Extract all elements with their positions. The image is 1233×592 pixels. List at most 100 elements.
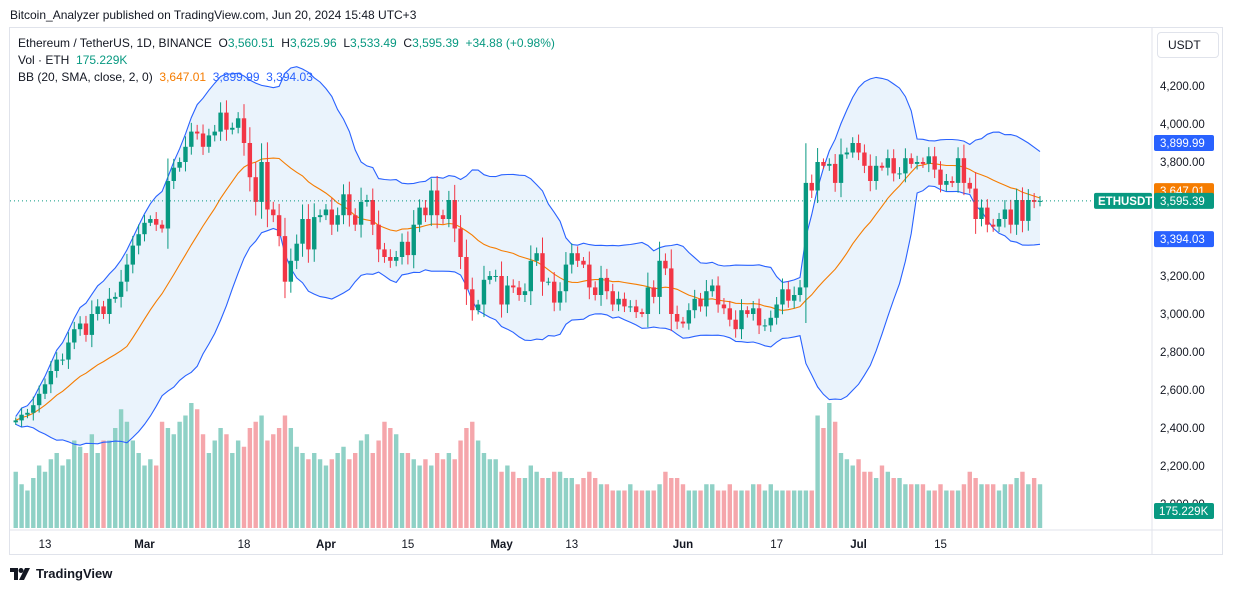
volume-bar: [505, 465, 510, 528]
x-tick-label: Jul: [850, 539, 867, 551]
legend-change: +34.88 (+0.98%): [465, 36, 555, 50]
volume-bar: [19, 484, 24, 528]
bollinger-basis-line: [15, 157, 1041, 421]
candle-body: [323, 209, 329, 216]
tradingview-footer[interactable]: TradingView: [10, 566, 112, 581]
volume-bar: [77, 446, 83, 528]
volume-bar: [481, 453, 487, 528]
candle-body: [13, 420, 18, 423]
candle-body: [897, 173, 902, 175]
candle-body: [294, 243, 299, 261]
y-tick-label: 2,200.00: [1160, 461, 1205, 473]
candle-body: [1020, 200, 1025, 221]
volume-bar: [511, 471, 516, 528]
candle-body: [727, 308, 733, 320]
volume-bar: [721, 490, 727, 528]
volume-bar: [657, 484, 662, 528]
candle-body: [540, 253, 545, 282]
candle-body: [89, 314, 95, 335]
candle-body: [288, 260, 294, 282]
legend-o-label: O: [218, 36, 228, 50]
volume-bar: [66, 459, 71, 528]
volume-bar: [83, 453, 89, 528]
volume-bar: [230, 453, 235, 528]
volume-bar: [791, 490, 797, 528]
y-tick-label: 2,600.00: [1160, 385, 1205, 397]
volume-bar: [1014, 478, 1019, 528]
candle-body: [265, 162, 270, 210]
volume-bar: [569, 478, 574, 528]
legend-h-label: H: [281, 36, 290, 50]
candle-body: [768, 317, 773, 326]
candle-body: [557, 291, 563, 303]
legend-bb-label[interactable]: BB (20, SMA, close, 2, 0): [18, 70, 153, 84]
volume-bar: [154, 465, 159, 528]
volume-bar: [616, 490, 621, 528]
volume-bar: [563, 478, 569, 528]
candle-body: [885, 158, 891, 168]
candle-body: [985, 207, 990, 225]
volume-bar: [36, 465, 42, 528]
volume-bar: [434, 453, 440, 528]
candle-body: [680, 321, 686, 324]
candle-body: [751, 308, 756, 314]
volume-bar: [598, 484, 604, 528]
candle-body: [786, 289, 791, 301]
candle-body: [113, 296, 118, 299]
candle-body: [926, 156, 932, 164]
volume-bar: [440, 459, 446, 528]
volume-bar: [271, 434, 276, 528]
volume-bar: [581, 478, 586, 528]
chart-frame: [9, 27, 1223, 555]
volume-bar: [1031, 478, 1037, 528]
candle-body: [756, 308, 762, 326]
volume-bar: [194, 409, 200, 528]
volume-bar: [124, 421, 130, 528]
candle-body: [95, 306, 100, 314]
bb-upper-tag: [1154, 135, 1214, 152]
volume-bar: [815, 415, 820, 528]
x-tick-label: Mar: [134, 539, 155, 551]
legend-ohlc-row: Ethereum / TetherUS, 1D, BINANCE O3,560.…: [18, 35, 555, 52]
volume-bar: [171, 434, 176, 528]
candle-body: [259, 162, 264, 202]
legend-vol-value: 175.229K: [76, 53, 128, 67]
candle-body: [856, 143, 861, 153]
candle-body: [528, 260, 533, 292]
candle-body: [832, 163, 838, 183]
candle-body: [522, 291, 528, 295]
candle-body: [218, 112, 223, 132]
candle-body: [154, 219, 159, 225]
volume-bar: [850, 465, 855, 528]
candle-body: [54, 359, 59, 371]
candle-body: [639, 312, 645, 314]
volume-bar: [663, 471, 668, 528]
candle-body: [382, 249, 387, 257]
volume-bar: [786, 490, 791, 528]
currency-selector[interactable]: USDT: [1157, 32, 1219, 58]
volume-bar: [879, 465, 885, 528]
candle-body: [1008, 209, 1013, 225]
candle-body: [1037, 200, 1043, 202]
volume-bar: [774, 490, 779, 528]
volume-bar: [856, 459, 861, 528]
y-tick-label: 4,200.00: [1160, 81, 1205, 93]
volume-bar: [862, 471, 867, 528]
volume-bar: [25, 490, 30, 528]
volume-bar: [265, 440, 270, 528]
candle-body: [341, 194, 346, 216]
volume-bar: [347, 459, 352, 528]
legend-vol-label[interactable]: Vol · ETH: [18, 53, 70, 67]
candle-body: [464, 257, 469, 290]
legend-symbol[interactable]: Ethereum / TetherUS, 1D, BINANCE: [18, 36, 212, 50]
candle-body: [235, 118, 241, 128]
volume-bar: [189, 403, 194, 528]
y-tick-label: 3,000.00: [1160, 309, 1205, 321]
candle-body: [592, 287, 598, 295]
volume-bar: [985, 484, 990, 528]
volume-bar: [118, 409, 124, 528]
candle-body: [909, 158, 914, 164]
volume-bar: [903, 484, 908, 528]
legend-high: 3,625.96: [289, 36, 337, 50]
